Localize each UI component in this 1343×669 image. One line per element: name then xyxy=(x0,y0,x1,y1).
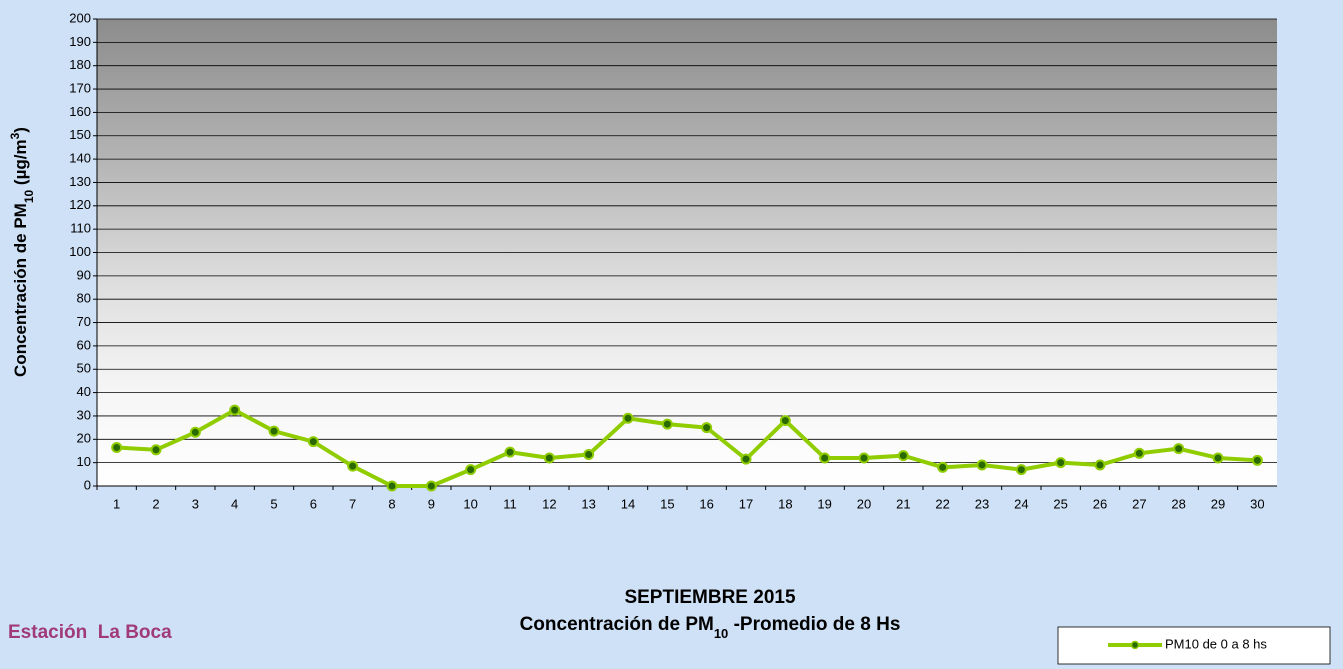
legend-label: PM10 de 0 a 8 hs xyxy=(1165,636,1267,651)
y-title-part: Concentración de PM xyxy=(11,203,30,377)
x-tick-label: 18 xyxy=(778,496,792,511)
y-tick-label: 40 xyxy=(77,384,91,399)
x-tick-label: 21 xyxy=(896,496,910,511)
point xyxy=(150,444,162,456)
legend-marker xyxy=(1130,640,1140,650)
point xyxy=(858,452,870,464)
y-title-part: ) xyxy=(11,127,30,133)
point xyxy=(583,448,595,460)
point xyxy=(937,461,949,473)
point xyxy=(976,459,988,471)
x-tick-label: 29 xyxy=(1211,496,1225,511)
x-tick-label: 26 xyxy=(1093,496,1107,511)
point xyxy=(543,452,555,464)
point xyxy=(1133,447,1145,459)
station-label: Estación La Boca xyxy=(8,622,172,643)
x-tick-label: 1 xyxy=(113,496,120,511)
x-tick-label: 10 xyxy=(463,496,477,511)
y-title-sup: 3 xyxy=(8,132,22,139)
point xyxy=(1173,443,1185,455)
point xyxy=(622,412,634,424)
x-tick-label: 19 xyxy=(817,496,831,511)
subtitle-part: Concentración de PM xyxy=(520,614,714,635)
x-tick-label: 12 xyxy=(542,496,556,511)
y-tick-label: 200 xyxy=(69,10,91,25)
legend-box xyxy=(1057,626,1331,665)
point xyxy=(819,452,831,464)
y-title-part: (µg/m xyxy=(11,139,30,189)
y-tick-label: 140 xyxy=(69,151,91,166)
y-tick-label: 70 xyxy=(77,314,91,329)
x-tick-label: 16 xyxy=(699,496,713,511)
point xyxy=(268,425,280,437)
x-tick-label: 22 xyxy=(935,496,949,511)
y-tick-label: 60 xyxy=(77,337,91,352)
chart-subtitle: Concentración de PM10 -Promedio de 8 Hs xyxy=(520,614,901,641)
y-tick-label: 110 xyxy=(70,221,91,236)
y-tick-label: 100 xyxy=(69,244,91,259)
y-tick-label: 120 xyxy=(69,197,91,212)
y-tick-label: 90 xyxy=(77,267,91,282)
chart-title: SEPTIEMBRE 2015 xyxy=(624,587,795,608)
x-tick-label: 4 xyxy=(231,496,238,511)
x-tick-label: 6 xyxy=(310,496,317,511)
x-tick-label: 15 xyxy=(660,496,674,511)
x-tick-label: 13 xyxy=(581,496,595,511)
point xyxy=(1055,457,1067,469)
x-tick-label: 25 xyxy=(1053,496,1067,511)
y-tick-label: 50 xyxy=(77,361,91,376)
y-axis-title: Concentración de PM10 (µg/m3) xyxy=(8,127,36,377)
y-tick-label: 130 xyxy=(69,174,91,189)
y-tick-label: 80 xyxy=(77,291,91,306)
x-tick-label: 2 xyxy=(152,496,159,511)
point xyxy=(504,446,516,458)
y-title-sub: 10 xyxy=(22,189,36,203)
series-line xyxy=(116,408,1258,488)
x-tick-label: 30 xyxy=(1250,496,1264,511)
point xyxy=(111,441,123,453)
y-tick-label: 30 xyxy=(77,407,91,422)
x-tick-label: 3 xyxy=(192,496,199,511)
y-tick-label: 180 xyxy=(69,57,91,72)
x-tick-label: 24 xyxy=(1014,496,1028,511)
x-tick-label: 14 xyxy=(621,496,635,511)
point xyxy=(661,418,673,430)
y-tick-label: 0 xyxy=(84,477,91,492)
point xyxy=(465,464,477,476)
x-tick-label: 27 xyxy=(1132,496,1146,511)
point xyxy=(189,426,201,438)
point xyxy=(229,404,241,416)
point xyxy=(740,453,752,465)
x-tick-label: 11 xyxy=(503,496,517,511)
x-tick-label: 17 xyxy=(739,496,753,511)
point xyxy=(1015,464,1027,476)
x-tick-label: 20 xyxy=(857,496,871,511)
y-tick-label: 190 xyxy=(69,34,91,49)
y-tick-label: 160 xyxy=(69,104,91,119)
point xyxy=(386,480,398,492)
point xyxy=(425,480,437,492)
y-tick-label: 170 xyxy=(69,80,91,95)
x-tick-label: 5 xyxy=(270,496,277,511)
x-tick-label: 7 xyxy=(349,496,356,511)
point xyxy=(1251,454,1263,466)
subtitle-sub: 10 xyxy=(714,626,728,641)
x-tick-label: 28 xyxy=(1171,496,1185,511)
x-tick-label: 8 xyxy=(388,496,395,511)
y-tick-label: 150 xyxy=(69,127,91,142)
point xyxy=(307,436,319,448)
point xyxy=(1212,452,1224,464)
subtitle-part: -Promedio de 8 Hs xyxy=(728,614,900,635)
y-tick-label: 20 xyxy=(77,431,91,446)
point xyxy=(701,422,713,434)
y-tick-label: 10 xyxy=(77,454,91,469)
point xyxy=(347,460,359,472)
point xyxy=(779,415,791,427)
point xyxy=(897,450,909,462)
x-tick-label: 9 xyxy=(428,496,435,511)
x-tick-label: 23 xyxy=(975,496,989,511)
point xyxy=(1094,459,1106,471)
